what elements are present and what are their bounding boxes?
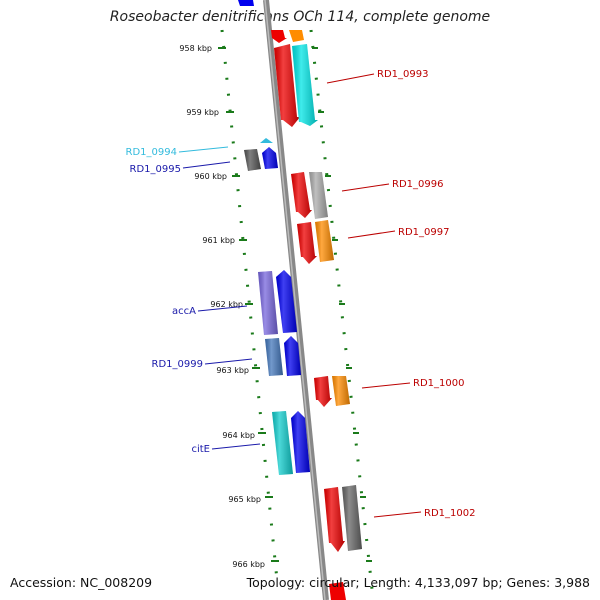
gene-rd1-0995-arrow xyxy=(244,149,261,171)
genome-stats-text: Topology: circular; Length: 4,133,097 bp… xyxy=(246,575,590,590)
gene-rd1-0993-arrow xyxy=(274,44,300,127)
label-leaders xyxy=(178,73,422,518)
tick-label: 963 kbp xyxy=(216,366,249,375)
gene-label-rd1-0994[interactable]: RD1_0994 xyxy=(126,147,177,158)
tick-label: 958 kbp xyxy=(179,44,212,53)
gene-orange-arrow-2 xyxy=(332,376,350,406)
leader-line xyxy=(341,183,390,192)
gene-blue-arrow xyxy=(276,270,297,333)
gene-label-acca[interactable]: accA xyxy=(172,306,196,317)
gene-labels: RD1_0994 RD1_0995 accA RD1_0999 citE RD1… xyxy=(126,69,476,519)
tick-label: 959 kbp xyxy=(186,108,219,117)
gene-label-rd1-0999[interactable]: RD1_0999 xyxy=(152,359,203,370)
leader-line xyxy=(204,358,253,365)
gene-label-rd1-1000[interactable]: RD1_1000 xyxy=(413,378,464,389)
tick-label: 965 kbp xyxy=(228,495,261,504)
gene-darkgray-arrow xyxy=(342,485,362,551)
genome-title: Roseobacter denitrificans OCh 114, compl… xyxy=(109,9,491,25)
gene-rd1-0999-arrow xyxy=(265,338,283,376)
leader-line xyxy=(178,146,229,153)
gene-rd1-1002-arrow xyxy=(324,487,345,552)
gene-blue-arrow-3 xyxy=(291,411,310,473)
genes-reverse xyxy=(238,0,310,475)
gene-cite-arrow xyxy=(272,411,293,475)
leader-line xyxy=(211,443,261,450)
genome-backbone xyxy=(263,0,329,600)
leader-line xyxy=(182,161,231,169)
gene-label-rd1-0997[interactable]: RD1_0997 xyxy=(398,227,449,238)
gene-gray-arrow xyxy=(309,172,328,219)
tick-label: 960 kbp xyxy=(194,172,227,181)
gene-blue-arrow-2 xyxy=(284,336,301,376)
tick-label: 964 kbp xyxy=(222,431,255,440)
gene-rd1-1000-arrow xyxy=(314,376,332,407)
genes-forward xyxy=(271,30,362,600)
gene-rd1-0996-arrow xyxy=(291,172,312,218)
leader-line xyxy=(373,511,422,518)
leader-line xyxy=(326,73,375,84)
gene-label-rd1-0995[interactable]: RD1_0995 xyxy=(130,164,181,175)
leader-line xyxy=(197,305,248,312)
gene-label-cite[interactable]: citE xyxy=(191,444,210,455)
gene-top-blue-arrow[interactable] xyxy=(238,0,254,6)
gene-label-rd1-0993[interactable]: RD1_0993 xyxy=(377,69,428,80)
genome-backbone-highlight xyxy=(264,0,326,600)
gene-label-rd1-0996[interactable]: RD1_0996 xyxy=(392,179,443,190)
tick-label: 962 kbp xyxy=(210,300,243,309)
gene-rd1-0997-arrow xyxy=(297,222,317,264)
gene-bottom-red-arrow[interactable] xyxy=(329,582,346,600)
gene-acca-arrow xyxy=(258,271,278,335)
kbp-ticks: 958 kbp 959 kbp 960 kbp 961 kbp 962 kbp … xyxy=(179,44,372,569)
gene-orange-arrow xyxy=(315,220,334,262)
tick-label: 961 kbp xyxy=(202,236,235,245)
gene-small-orange-arrow[interactable] xyxy=(289,30,304,42)
tick-label: 966 kbp xyxy=(232,560,265,569)
gene-cyan-arrow xyxy=(292,44,318,126)
gene-small-red-arrow[interactable] xyxy=(271,30,287,43)
right-guide-line xyxy=(309,29,375,599)
accession-text: Accession: NC_008209 xyxy=(10,575,153,590)
gene-blue-small-arrow xyxy=(262,147,278,169)
leader-line xyxy=(361,382,411,389)
leader-line xyxy=(347,230,396,239)
gene-rd1-0994-marker[interactable] xyxy=(260,138,273,143)
gene-label-rd1-1002[interactable]: RD1_1002 xyxy=(424,508,475,519)
